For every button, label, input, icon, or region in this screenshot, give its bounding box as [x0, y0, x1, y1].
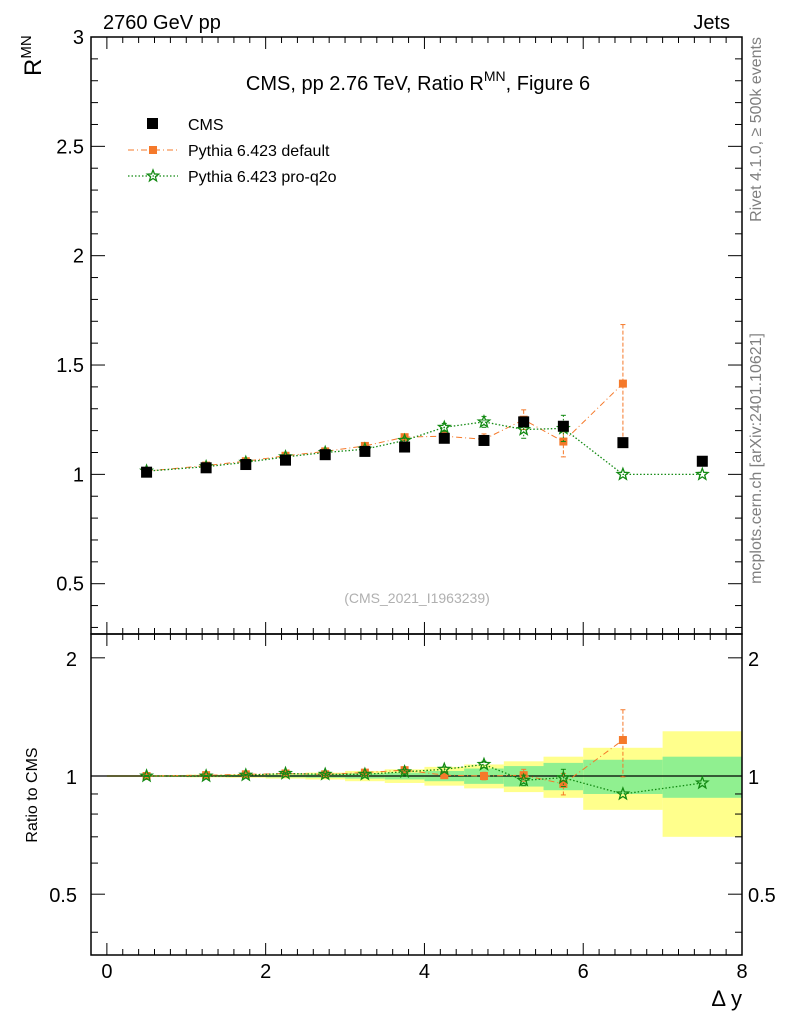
- main-pythia-proq2o-point: [476, 414, 492, 429]
- y-tick-label-right: 1: [748, 767, 759, 789]
- y-tick-label: 2.5: [56, 136, 84, 158]
- y-tick-label: 1: [66, 767, 77, 789]
- axes-frame: [90, 633, 743, 956]
- y-tick-label-right: 0.5: [748, 885, 776, 907]
- legend-entry-pythia-default: Pythia 6.423 default: [128, 143, 330, 160]
- ratio-axes: 0.5 0.5 1 1 2 2 0 2 4 6 8: [49, 633, 776, 983]
- main-cms-point: [478, 434, 490, 446]
- header-right-label: Jets: [693, 12, 730, 34]
- analysis-watermark: (CMS_2021_I1963239): [344, 590, 490, 606]
- main-panel: 0.511.522.53 CMS, pp 2.76 TeV, Ratio RMN…: [18, 27, 743, 635]
- main-series-layer: [139, 324, 710, 481]
- ratio-series-layer: [139, 709, 710, 801]
- legend-entry-cms: CMS: [147, 117, 224, 134]
- ratio-pythia-proq2o-point: [476, 756, 492, 771]
- main-ylabel-base: R: [20, 59, 47, 76]
- ratio-pythia-default-point: [618, 736, 627, 745]
- ratio-pythia-default-point: [479, 772, 488, 781]
- ratio-pythia-proq2o-point: [516, 772, 532, 787]
- legend-entry-pythia-proq2o: Pythia 6.423 pro-q2o: [128, 168, 337, 186]
- main-cms-point: [319, 449, 331, 461]
- ratio-pythia-proq2o-point: [238, 767, 254, 782]
- mcplots-label: mcplots.cern.ch [arXiv:2401.10621]: [748, 333, 765, 584]
- y-tick-label: 0.5: [49, 885, 77, 907]
- ratio-uncertainty-bands: [91, 731, 742, 837]
- ratio-pythia-proq2o-point: [198, 768, 214, 783]
- x-tick-label: 0: [101, 961, 112, 983]
- legend: CMS Pythia 6.423 default Pythia 6.423 pr…: [128, 117, 337, 186]
- main-cms-point: [557, 420, 569, 432]
- ratio-pythia-proq2o-point: [278, 765, 293, 780]
- main-title-suffix: , Figure 6: [506, 73, 590, 95]
- main-cms-point: [359, 445, 371, 457]
- ratio-panel: 0.5 0.5 1 1 2 2 0 2 4 6 8 Ratio to CMS Δ y: [24, 633, 776, 1011]
- legend-label-pythia-default: Pythia 6.423 default: [188, 143, 330, 160]
- main-axes: 0.5 1 1.5 2 2.5 3: [56, 27, 743, 635]
- ratio-pythia-default-line: [146, 739, 624, 785]
- legend-star-shape: [145, 168, 161, 183]
- main-cms-point: [141, 466, 153, 478]
- ratio-pythia-proq2o-point: [555, 769, 571, 785]
- legend-marker-pythia-default: [149, 146, 157, 154]
- ratio-pythia-proq2o-point: [694, 775, 710, 790]
- main-pythia-proq2o-line: [146, 421, 703, 476]
- main-pythia-proq2o-point: [516, 421, 532, 436]
- legend-marker-pythia-proq2o: [145, 168, 161, 183]
- header-left-label: 2760 GeV pp: [103, 12, 221, 34]
- y-tick-label: 1.5: [56, 355, 84, 377]
- x-tick-label: 4: [419, 961, 430, 983]
- main-cms-point: [617, 437, 629, 449]
- y-tick-label: 2: [73, 246, 84, 268]
- legend-label-pythia-proq2o: Pythia 6.423 pro-q2o: [188, 169, 337, 186]
- main-cms-point: [518, 416, 530, 428]
- main-pythia-proq2o-point: [694, 466, 710, 481]
- x-tick-label: 2: [260, 961, 271, 983]
- y-tick-label: 2: [66, 649, 77, 671]
- main-pythia-proq2o-point: [436, 419, 452, 434]
- ratio-pythia-default-point: [440, 771, 449, 780]
- main-title-sup: MN: [484, 68, 506, 84]
- main-cms-point: [200, 462, 212, 474]
- main-cms-point: [240, 459, 252, 471]
- rivet-label: Rivet 4.1.0, ≥ 500k events: [748, 37, 765, 222]
- main-cms-point: [696, 455, 708, 467]
- ratio-xlabel: Δ y: [711, 986, 742, 1011]
- main-cms-point: [280, 454, 292, 466]
- main-ylabel-sup: MN: [18, 35, 35, 58]
- y-tick-label-right: 2: [748, 649, 759, 671]
- main-pythia-default-point: [618, 379, 627, 388]
- ratio-pythia-proq2o-point: [317, 766, 333, 781]
- legend-label-cms: CMS: [188, 117, 224, 134]
- y-tick-label: 1: [73, 464, 84, 486]
- main-pythia-proq2o-point: [615, 466, 631, 481]
- main-title: CMS, pp 2.76 TeV, Ratio RMN, Figure 6: [246, 68, 590, 95]
- y-tick-label: 3: [73, 27, 84, 49]
- ratio-pythia-proq2o-point: [139, 768, 155, 783]
- main-cms-point: [438, 432, 450, 444]
- main-ylabel: RMN: [18, 35, 47, 76]
- main-cms-point: [399, 441, 411, 453]
- main-pythia-default-line: [146, 383, 624, 472]
- x-tick-label: 8: [736, 961, 747, 983]
- y-tick-label: 0.5: [56, 574, 84, 596]
- ratio-ylabel: Ratio to CMS: [24, 747, 41, 842]
- x-tick-label: 6: [578, 961, 589, 983]
- ratio-pythia-proq2o-point: [615, 786, 631, 801]
- ratio-pythia-proq2o-point: [357, 766, 373, 781]
- ratio-pythia-proq2o-point: [436, 761, 452, 776]
- legend-marker-cms: [147, 118, 158, 129]
- main-title-prefix: CMS, pp 2.76 TeV, Ratio R: [246, 73, 484, 95]
- main-pythia-default-point: [400, 433, 409, 442]
- ratio-pythia-proq2o-point: [397, 763, 413, 779]
